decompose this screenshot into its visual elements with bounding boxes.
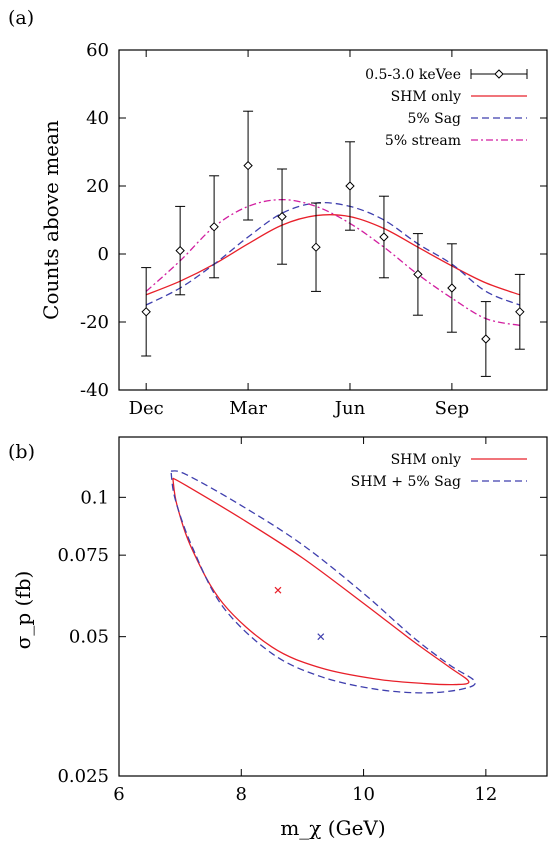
panel-b-x-tick-label: 10 [352,784,375,805]
data-point [446,243,457,333]
legend-entry-shm-only: SHM only [391,89,527,105]
diamond-marker [515,307,525,317]
diamond-marker [345,181,355,191]
data-point [378,195,389,279]
data-point [243,110,254,221]
best-fit-cross-b [274,586,282,594]
legend-label: SHM only [391,452,462,468]
panel-a-y-tick-label: -20 [80,312,109,333]
panel-b: (b) 6 8 10 12 0.025 0.05 0.075 0.1 m_χ (GeV) σ_… [8,436,548,840]
diamond-marker [277,211,287,222]
data-point [141,267,152,357]
data-point [175,205,186,296]
legend-label: 5% stream [385,133,461,149]
panel-b-y-tick-label: 0.025 [57,766,109,787]
diamond-marker [311,242,321,252]
panel-b-x-tick-label: 12 [474,784,497,805]
panel-a-x-tick-label: Jun [333,398,366,419]
diamond-marker [209,222,219,232]
panel-a-y-tick-label: 40 [86,108,109,129]
diamond-marker [243,160,253,171]
legend-entry-0-5-3-0-kevee: 0.5-3.0 keVee [365,67,528,83]
best-fit-cross-b [317,633,325,641]
panel-b-y-tick-label: 0.05 [69,627,109,648]
legend-entry-shm-5-sag: SHM + 5% Sag [351,474,527,490]
diamond-marker [141,307,151,317]
panel-b-x-tick-label: 6 [113,784,124,805]
diamond-marker [379,232,389,242]
legend-entry-5-sag: 5% Sag [407,111,527,127]
diamond-marker [175,245,185,256]
diamond-marker [413,269,423,280]
panel-b-y-axis-label: σ_p (fb) [11,571,35,650]
data-point [311,202,322,292]
legend-label: 0.5-3.0 keVee [365,67,461,83]
panel-a-x-tick-label: Dec [129,398,164,419]
contour-shm-5-sag [170,470,476,694]
panel-a-x-tick-label: Mar [229,398,267,419]
panel-a-y-tick-label: 60 [86,40,109,61]
panel-a-x-tick-label: Sep [435,398,470,419]
legend-entry-shm-only: SHM only [391,452,527,468]
best-fit-marker-shm-5-sag [317,633,325,641]
series-line-5-stream [145,198,520,327]
legend-label: SHM + 5% Sag [351,474,461,490]
panel-a-y-tick-label: 20 [86,176,109,197]
legend-label: SHM only [391,89,462,105]
legend-entry-5-stream: 5% stream [385,133,527,149]
data-point [344,141,355,231]
series-line-5-sag [145,202,521,306]
panel-a-y-axis-label: Counts above mean [39,120,63,320]
panel-b-label: (b) [8,441,35,463]
data-point [277,168,288,265]
data-point [480,301,491,377]
panel-a-y-tick-label: 0 [98,244,109,265]
data-point [412,233,423,316]
panel-b-legend: SHM only SHM + 5% Sag [351,452,527,490]
panel-b-x-axis-label: m_χ (GeV) [280,816,385,840]
panel-a-legend: 0.5-3.0 keVee SHM only 5% Sag 5% stream [365,67,528,149]
legend-diamond [494,69,504,79]
panel-b-frame [118,436,548,777]
panel-b-x-tick-label: 8 [236,784,247,805]
diamond-marker [447,283,457,293]
diamond-marker [481,334,491,344]
panel-b-y-tick-label: 0.1 [80,487,109,508]
best-fit-marker-shm-only [274,586,282,594]
panel-a-frame [118,49,548,391]
panel-a: (a) -40 -20 0 20 40 60 Dec Mar Jun Sep Counts abo… [8,7,548,419]
panel-a-label: (a) [8,7,34,29]
legend-label: 5% Sag [407,111,461,127]
data-point [514,273,525,350]
data-point [209,175,220,279]
series-line-shm-only [145,214,521,296]
panel-b-y-tick-label: 0.075 [57,545,109,566]
contour-shm-only [172,477,470,686]
panel-a-y-tick-label: -40 [80,380,109,401]
